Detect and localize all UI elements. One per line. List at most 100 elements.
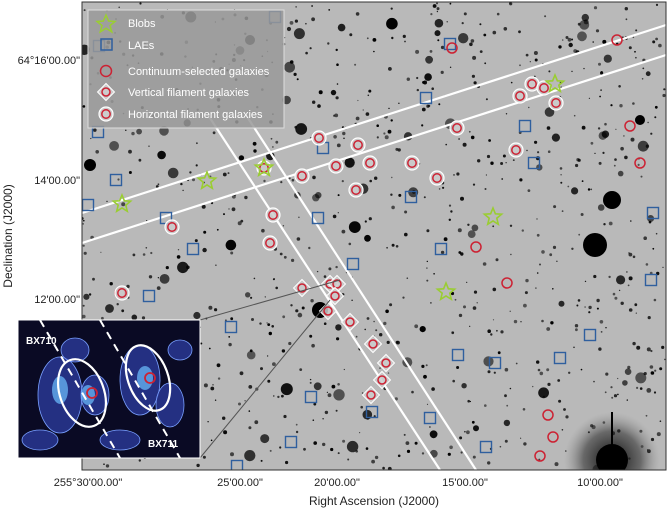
lae-marker xyxy=(230,459,244,470)
field-source xyxy=(303,447,306,451)
field-source xyxy=(93,128,97,132)
field-source xyxy=(650,371,655,375)
field-source xyxy=(565,415,569,419)
field-source xyxy=(194,239,198,243)
field-source xyxy=(404,232,408,237)
field-source xyxy=(402,296,405,299)
horizontal-filament-galaxy-marker xyxy=(515,91,525,101)
horizontal-filament-galaxy-marker xyxy=(365,158,375,168)
field-source xyxy=(285,460,289,465)
field-source xyxy=(309,47,312,50)
field-source xyxy=(593,6,598,10)
field-source xyxy=(485,174,487,176)
field-source xyxy=(571,38,574,41)
field-source xyxy=(594,152,596,154)
field-source xyxy=(82,314,86,319)
field-source xyxy=(391,243,395,247)
field-source xyxy=(576,304,579,307)
field-source xyxy=(426,229,430,233)
field-source xyxy=(289,21,294,25)
field-source xyxy=(83,251,87,255)
field-source xyxy=(484,62,487,65)
field-source xyxy=(362,109,364,111)
field-source xyxy=(513,319,518,324)
field-source xyxy=(246,350,256,360)
field-source xyxy=(620,146,624,151)
field-source xyxy=(655,37,658,41)
horizontal-filament-galaxy-marker xyxy=(511,145,521,155)
field-source xyxy=(473,290,478,294)
field-source xyxy=(637,140,649,152)
field-source xyxy=(343,137,345,140)
field-source xyxy=(336,83,339,85)
field-source xyxy=(398,102,400,105)
field-source xyxy=(605,372,609,376)
field-source xyxy=(558,45,562,49)
field-source xyxy=(391,205,395,210)
field-source xyxy=(82,244,85,247)
field-source xyxy=(131,314,138,321)
field-source xyxy=(196,142,198,145)
x-tick-label: 15'00.00" xyxy=(442,477,488,489)
field-source xyxy=(323,275,327,278)
field-source xyxy=(376,136,379,139)
field-source xyxy=(275,286,279,290)
blob-markers xyxy=(111,72,566,302)
field-source xyxy=(324,410,329,415)
field-source xyxy=(536,272,539,274)
legend-box xyxy=(87,9,285,129)
field-source xyxy=(613,394,618,398)
circle-icon xyxy=(101,109,111,119)
field-source xyxy=(121,309,125,313)
field-source xyxy=(492,225,495,228)
field-source xyxy=(374,176,378,180)
field-source xyxy=(449,66,452,69)
galaxy-markers xyxy=(114,34,646,462)
field-source xyxy=(527,189,531,193)
field-source xyxy=(157,150,166,160)
field-source xyxy=(613,164,616,167)
field-source xyxy=(655,3,659,6)
y-tick-label: 12'00.00" xyxy=(34,294,80,306)
vertical-filament-galaxy-marker xyxy=(345,317,355,327)
field-source xyxy=(343,368,345,371)
field-source xyxy=(614,296,618,300)
field-source xyxy=(524,291,528,295)
field-source xyxy=(469,325,471,327)
lae-marker xyxy=(451,348,465,362)
field-source xyxy=(440,45,445,50)
y-axis: 64°16'00.00" 14'00.00" 12'00.00" Declina… xyxy=(1,55,80,306)
lae-marker xyxy=(518,119,532,133)
field-source xyxy=(458,33,469,44)
field-source xyxy=(180,182,183,186)
field-source xyxy=(451,331,455,335)
horizontal-filament-galaxy-marker xyxy=(331,161,341,171)
field-source xyxy=(165,266,169,270)
field-source xyxy=(593,380,595,383)
field-source xyxy=(547,150,551,153)
field-source xyxy=(387,372,390,374)
field-source xyxy=(532,385,534,388)
blob-marker xyxy=(196,169,218,191)
field-source xyxy=(454,298,457,301)
field-source xyxy=(482,262,487,266)
field-source xyxy=(599,95,601,98)
field-source xyxy=(296,78,299,81)
field-source xyxy=(156,286,161,290)
field-source xyxy=(251,318,254,321)
field-source xyxy=(460,196,464,201)
field-source xyxy=(347,458,350,461)
field-source xyxy=(348,221,361,234)
field-source xyxy=(560,174,562,176)
field-source xyxy=(389,303,393,307)
field-source xyxy=(244,400,246,402)
field-source xyxy=(424,73,432,81)
field-source xyxy=(645,263,649,266)
lae-marker xyxy=(553,351,567,365)
field-source xyxy=(193,311,201,320)
field-source xyxy=(603,223,606,226)
lae-marker xyxy=(488,356,502,370)
field-source xyxy=(598,347,602,351)
x-axis-title: Right Ascension (J2000) xyxy=(309,494,439,508)
field-source xyxy=(647,316,651,320)
